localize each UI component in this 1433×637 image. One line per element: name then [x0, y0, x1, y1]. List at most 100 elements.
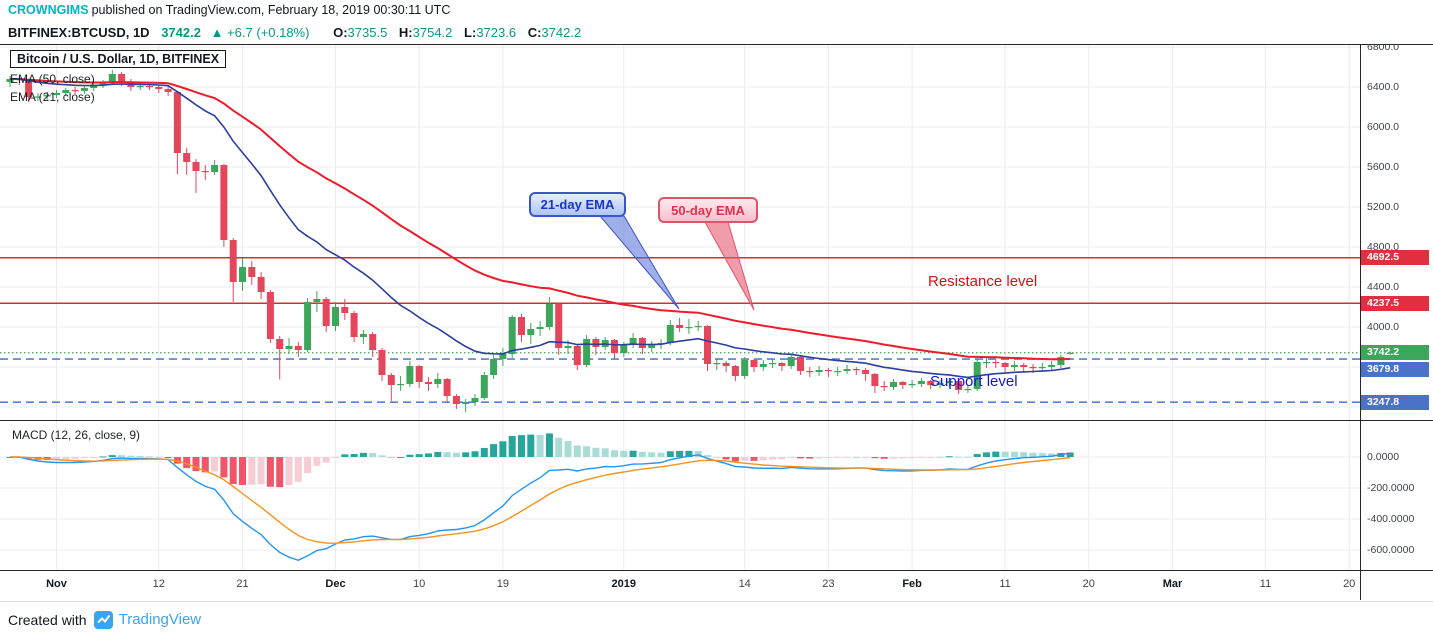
- candle-body: [397, 384, 405, 386]
- candle-body: [583, 339, 591, 365]
- macd-histogram-bar: [731, 457, 739, 462]
- macd-histogram-bar: [99, 456, 107, 458]
- macd-histogram-bar: [350, 453, 358, 457]
- resistance-price-badge[interactable]: 4237.5: [1361, 295, 1429, 311]
- macd-histogram-bar: [536, 434, 544, 457]
- macd-histogram-bar: [285, 457, 293, 485]
- candle-body: [294, 346, 302, 350]
- candle-body: [797, 357, 804, 371]
- macd-histogram-bar: [480, 447, 488, 457]
- resistance-price-badge[interactable]: 4692.5: [1361, 250, 1429, 266]
- resistance-label[interactable]: Resistance level: [928, 273, 1038, 290]
- macd-histogram-bar: [415, 454, 423, 457]
- macd-histogram-bar: [425, 453, 432, 457]
- high-value: 3754.2: [412, 25, 453, 40]
- macd-histogram-bar: [880, 457, 888, 459]
- candle-body: [257, 277, 265, 292]
- candle-body: [1020, 365, 1028, 367]
- ema21-legend[interactable]: EMA (21, close): [10, 90, 95, 104]
- candle-body: [118, 74, 126, 82]
- hline-price-badge[interactable]: 3679.8: [1361, 362, 1429, 378]
- support-price-badge[interactable]: 3247.8: [1361, 394, 1429, 410]
- macd-histogram-bar: [527, 434, 535, 457]
- grid-layer: [0, 45, 1360, 570]
- candle-body: [276, 339, 284, 349]
- candle-body: [415, 366, 423, 382]
- candle-body: [462, 402, 470, 404]
- macd-histogram-bar: [471, 451, 479, 457]
- macd-histogram-bar: [304, 457, 312, 474]
- time-axis-label: 20: [1343, 578, 1356, 590]
- candle-body: [629, 338, 637, 344]
- time-axis[interactable]: Nov 12 21 Dec 10 19 2019 14 23 Feb 11 20 Mar 11 20: [0, 571, 1360, 600]
- candle-body: [890, 382, 897, 387]
- macd-histogram-bar: [257, 457, 265, 485]
- candle-body: [183, 153, 191, 162]
- candle-body: [43, 95, 51, 97]
- candle-body: [406, 366, 414, 384]
- time-axis-label: 11: [1259, 578, 1272, 590]
- support-label[interactable]: Support level: [930, 373, 1018, 390]
- macd-histogram-bar: [862, 457, 870, 458]
- macd-histogram-bar: [1001, 451, 1009, 457]
- macd-histogram-bar: [564, 441, 572, 457]
- macd-line[interactable]: [9, 452, 1071, 562]
- macd-signal-line[interactable]: [10, 456, 1071, 545]
- ema21-line[interactable]: [9, 78, 1071, 379]
- candle-body: [192, 162, 200, 171]
- macd-legend[interactable]: MACD (12, 26, close, 9): [12, 428, 141, 442]
- macd-histogram-bar: [434, 451, 442, 457]
- macd-histogram-bar: [369, 453, 377, 457]
- candle-body: [1001, 363, 1009, 367]
- candle-body: [34, 96, 42, 98]
- candle-body: [564, 346, 572, 348]
- ema50-callout-tail[interactable]: [704, 221, 755, 311]
- candle-body: [778, 363, 786, 366]
- macd-histogram-bar: [648, 452, 656, 457]
- candle-body: [211, 165, 219, 172]
- footer-bar: Created with TradingView: [0, 602, 1433, 637]
- time-axis-label: Dec: [325, 578, 346, 590]
- candle-body: [759, 364, 767, 367]
- candle-body: [917, 381, 925, 384]
- chart-title[interactable]: Bitcoin / U.S. Dollar, 1D, BITFINEX: [10, 50, 227, 68]
- candle-body: [229, 240, 237, 282]
- ema21-callout-tail[interactable]: [598, 215, 680, 310]
- macd-histogram-bar: [462, 452, 470, 457]
- candle-body: [1066, 352, 1074, 354]
- candle-body: [80, 88, 88, 91]
- ema50-callout[interactable]: 50-day EMA: [658, 197, 758, 223]
- symbol-name[interactable]: BITFINEX:BTCUSD, 1D: [8, 25, 150, 40]
- symbol-quote-bar: BITFINEX:BTCUSD, 1D 3742.2 ▲ +6.7 (+0.18…: [0, 21, 1433, 44]
- macd-histogram-bar: [704, 455, 711, 457]
- macd-histogram-bar: [992, 451, 1000, 457]
- price-axis-label: 4000.0: [1367, 320, 1400, 333]
- macd-histogram-bar: [108, 455, 116, 457]
- price-axis-label: 4800.0: [1367, 240, 1400, 253]
- author-name[interactable]: CROWNGIMS: [8, 3, 89, 17]
- macd-histogram-bar: [601, 448, 609, 457]
- high-label: H:: [398, 25, 413, 40]
- macd-histogram-bar: [759, 457, 767, 461]
- candle-body: [713, 363, 721, 365]
- time-axis-label: 20: [1082, 578, 1095, 590]
- ema50-legend[interactable]: EMA (50, close): [10, 72, 95, 86]
- candle-body: [545, 304, 553, 327]
- macd-histogram-bar: [508, 436, 516, 457]
- macd-histogram-bar: [332, 457, 339, 458]
- macd-histogram-bar: [713, 457, 721, 458]
- tradingview-brand-text[interactable]: TradingView: [118, 611, 202, 628]
- tradingview-logo-icon[interactable]: [93, 610, 114, 630]
- price-pane-legend: Bitcoin / U.S. Dollar, 1D, BITFINEX EMA …: [10, 50, 227, 104]
- price-axis[interactable]: 6800.0 6400.0 6000.0 5600.0 5200.0 4800.0 4400…: [1361, 0, 1433, 602]
- ema21-callout[interactable]: 21-day EMA: [529, 192, 626, 217]
- candle-body: [927, 381, 935, 385]
- macd-histogram-bar: [945, 456, 953, 458]
- last-price-badge[interactable]: 3742.2: [1361, 345, 1429, 361]
- ema50-line[interactable]: [10, 78, 1071, 361]
- low-label: L:: [464, 25, 477, 40]
- time-axis-label: 19: [496, 578, 510, 590]
- candle-body: [992, 362, 1000, 364]
- candle-body: [871, 374, 879, 386]
